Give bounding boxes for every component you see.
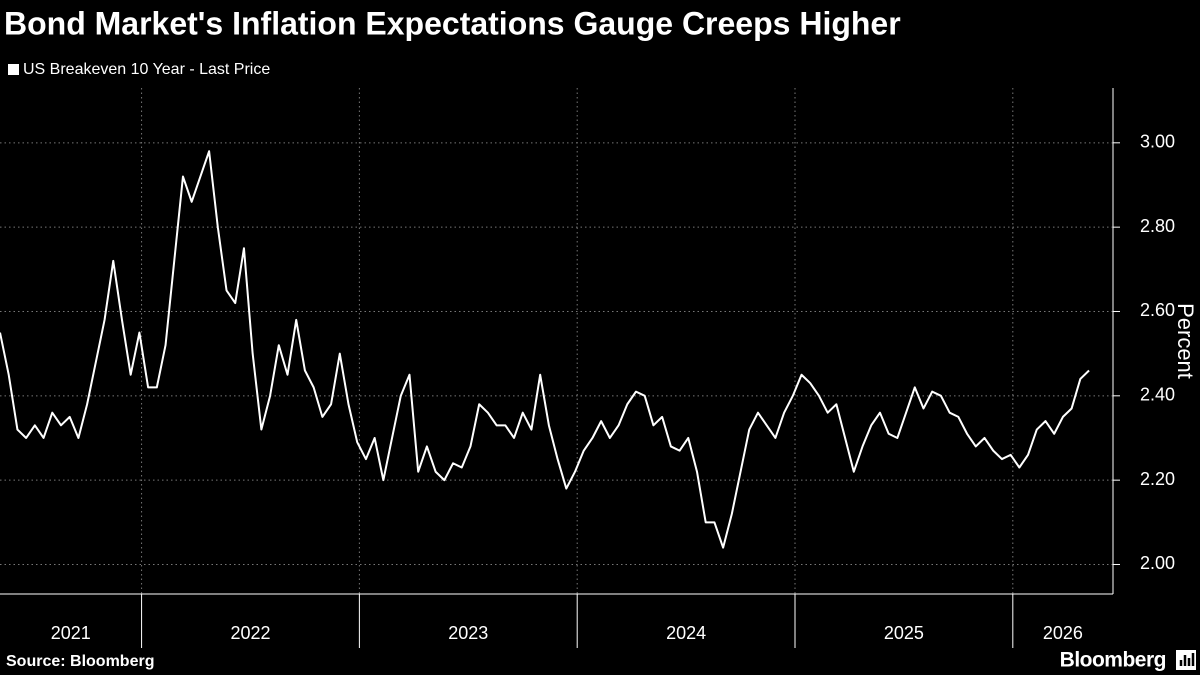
x-tick-label: 2022 (230, 623, 270, 643)
x-tick-label: 2026 (1043, 623, 1083, 643)
y-tick-label: 3.00 (1140, 132, 1175, 152)
x-tick-label: 2023 (448, 623, 488, 643)
brand-icon-bars (1179, 653, 1195, 666)
y-tick-label: 2.40 (1140, 385, 1175, 405)
line (0, 150, 1090, 549)
x-tick-label: 2021 (51, 623, 91, 643)
y-tick-label: 2.20 (1140, 469, 1175, 489)
y-axis-title: Percent (1173, 303, 1198, 379)
source: Source: Bloomberg (6, 653, 154, 670)
legend-label: US Breakeven 10 Year - Last Price (23, 61, 270, 78)
y-tick-label: 2.60 (1140, 300, 1175, 320)
y-tick-label: 2.00 (1140, 553, 1175, 573)
chart-title: Bond Market's Inflation Expectations Gau… (4, 5, 901, 41)
legend-swatch (8, 64, 19, 75)
brand: Bloomberg (1060, 649, 1166, 672)
x-tick-label: 2024 (666, 623, 706, 643)
y-tick-label: 2.80 (1140, 216, 1175, 236)
x-tick-label: 2025 (884, 623, 924, 643)
